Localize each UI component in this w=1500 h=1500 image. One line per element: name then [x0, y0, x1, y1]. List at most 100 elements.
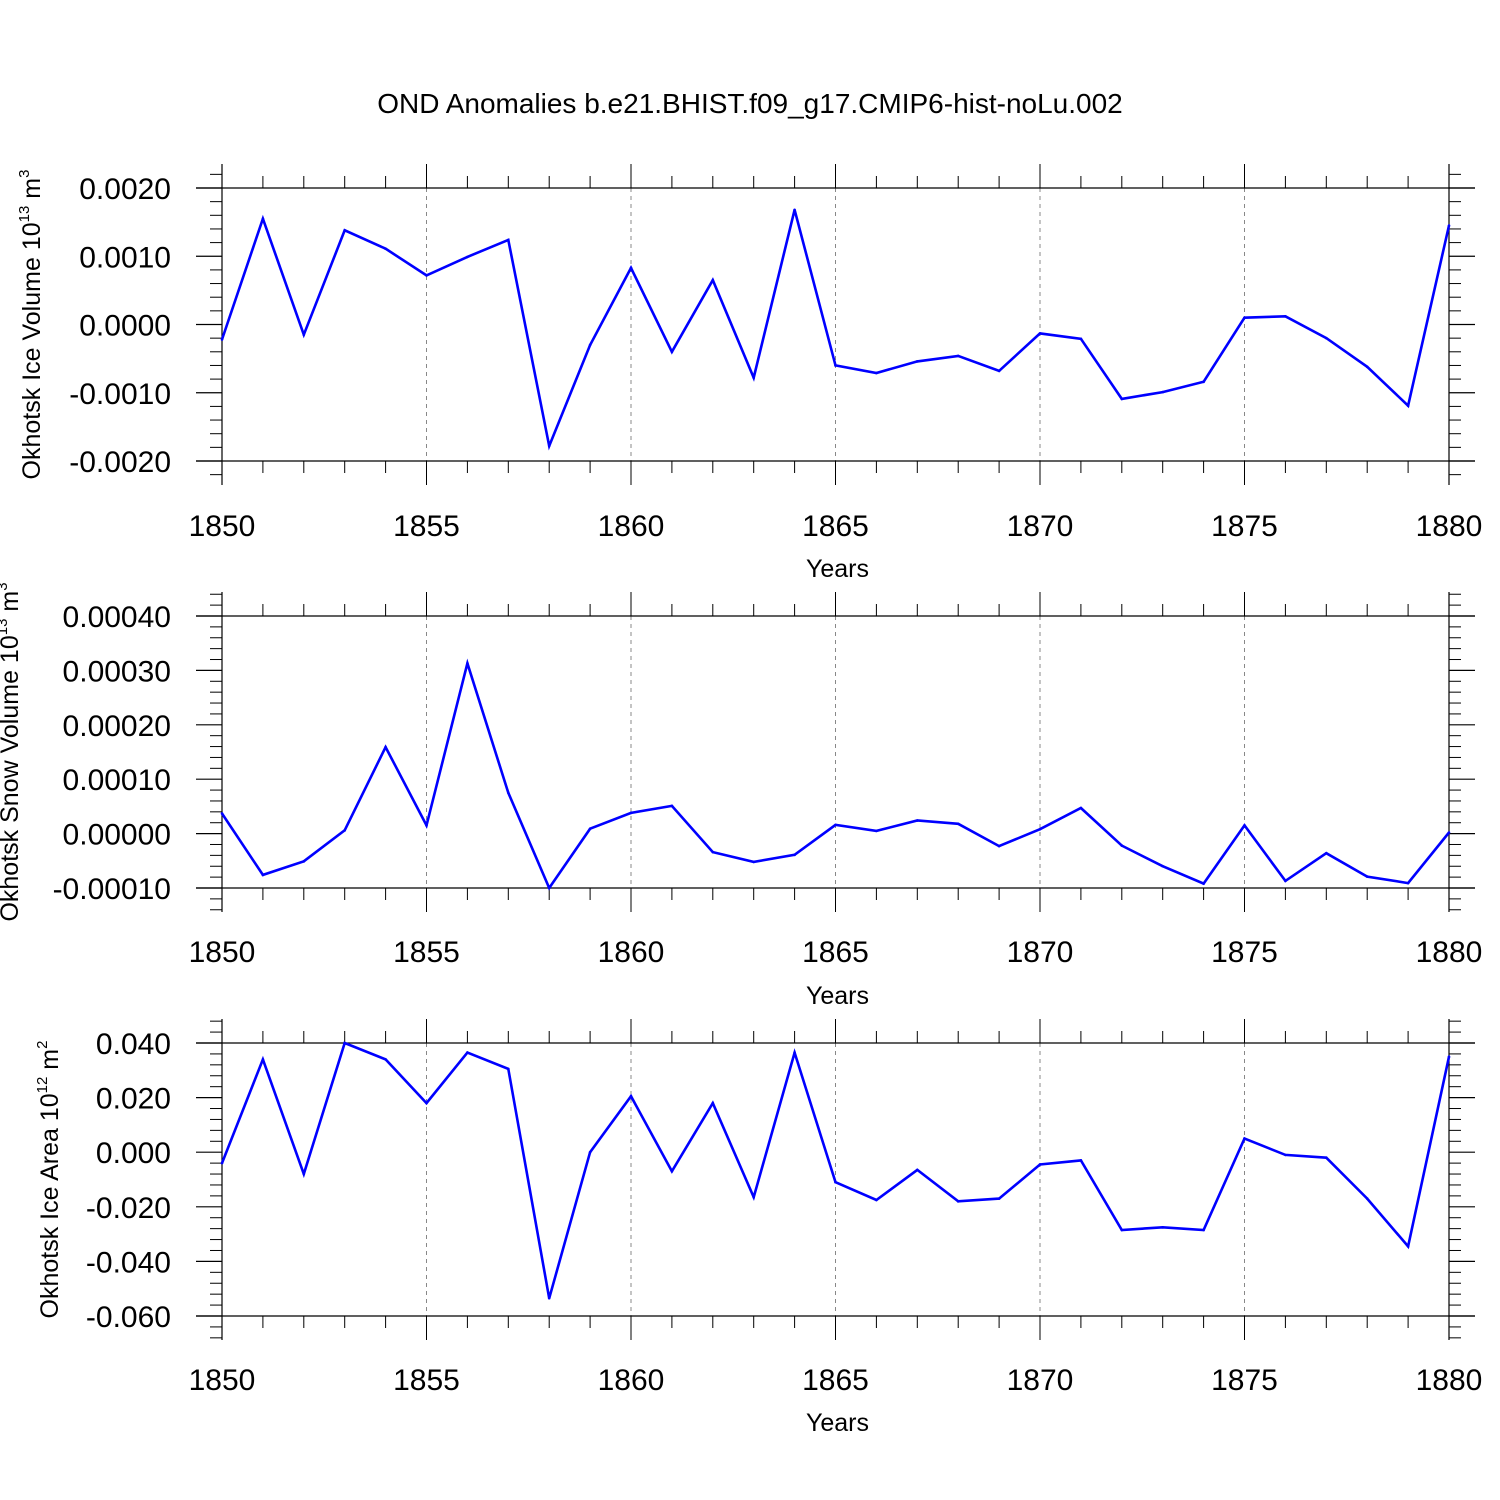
data-point [1120, 844, 1124, 847]
y-axis-title: Okhotsk Ice Volume 1013 m3 [16, 170, 46, 480]
y-tick-label: 0.00020 [63, 710, 171, 743]
data-point [997, 844, 1001, 848]
data-point [1406, 1245, 1410, 1248]
y-axis-title-text: Okhotsk Snow Volume 10 [0, 635, 24, 921]
data-point [425, 824, 428, 827]
data-point [1120, 1228, 1124, 1232]
data-point [425, 1101, 428, 1105]
data-point [670, 804, 674, 808]
data-point [588, 1150, 592, 1154]
x-tick-label: 1870 [1007, 936, 1074, 969]
data-point [1038, 1163, 1042, 1166]
data-point [834, 823, 837, 827]
data-point [1161, 864, 1164, 868]
data-point [1284, 1153, 1287, 1157]
y-tick-label: 0.0000 [79, 310, 171, 343]
data-point [916, 819, 919, 822]
data-point [916, 1168, 919, 1172]
x-tick-label: 1850 [189, 1364, 256, 1397]
data-point [1365, 875, 1369, 878]
data-point [875, 1198, 878, 1202]
y-tick-label: -0.0010 [69, 378, 171, 411]
data-point [1325, 1156, 1328, 1159]
x-tick-label: 1860 [598, 510, 665, 543]
data-point [711, 850, 715, 854]
data-point [1325, 851, 1328, 855]
data-point [916, 360, 919, 363]
x-tick-label: 1880 [1416, 510, 1483, 543]
data-point [629, 1094, 633, 1098]
data-point [466, 255, 469, 259]
y-axis-title-unit-exponent: 3 [16, 170, 33, 178]
data-point [588, 343, 592, 347]
x-tick-label: 1870 [1007, 1364, 1074, 1397]
y-axis-title: Okhotsk Ice Area 1012 m2 [34, 1041, 64, 1319]
data-point [1202, 882, 1205, 885]
data-point [629, 266, 633, 270]
data-point [261, 217, 265, 221]
data-point [834, 1180, 837, 1184]
y-tick-label: 0.00000 [63, 819, 171, 852]
data-point [1079, 806, 1083, 810]
x-tick-label: 1860 [598, 1364, 665, 1397]
data-point [547, 444, 551, 448]
data-point [956, 354, 960, 358]
y-axis-title-unit-exponent: 3 [0, 582, 11, 590]
data-point [302, 333, 306, 337]
data-point [1365, 365, 1369, 369]
data-point [343, 1041, 347, 1045]
y-axis-title-unit: m [36, 1049, 64, 1077]
data-point [956, 822, 960, 826]
y-axis-title-unit: m [18, 178, 46, 206]
data-point [1447, 1055, 1451, 1058]
y-tick-label: 0.000 [96, 1137, 171, 1170]
data-point [302, 1172, 306, 1176]
data-point [956, 1200, 960, 1203]
y-tick-label: -0.00010 [53, 873, 171, 906]
x-tick-label: 1865 [802, 936, 869, 969]
x-tick-label: 1865 [802, 1364, 869, 1397]
data-point [507, 791, 510, 795]
x-tick-label: 1880 [1416, 1364, 1483, 1397]
data-point [1325, 336, 1328, 340]
data-point [384, 247, 387, 251]
data-point [1406, 881, 1410, 885]
data-point [1406, 404, 1410, 408]
y-axis-title-exponent: 13 [16, 206, 33, 223]
data-point [384, 745, 387, 749]
data-point [220, 1161, 224, 1165]
y-tick-label: 0.00010 [63, 764, 171, 797]
data-point [1284, 879, 1287, 883]
data-point [1079, 1159, 1083, 1162]
data-point [220, 338, 224, 341]
y-axis-title-unit: m [0, 591, 24, 619]
data-point [1243, 824, 1246, 827]
data-point [793, 208, 796, 212]
data-point [547, 1296, 551, 1300]
data-point [466, 662, 469, 665]
x-tick-label: 1855 [393, 936, 460, 969]
data-point [752, 1195, 755, 1199]
y-axis-title: Okhotsk Snow Volume 1013 m3 [0, 582, 24, 921]
x-tick-label: 1855 [393, 510, 460, 543]
data-point [220, 812, 224, 815]
x-tick-label: 1850 [189, 510, 256, 543]
chart-panel-3: 0.040 0.020 0.000 -0.020 -0.040 -0.060 1850 185… [34, 1019, 1482, 1437]
chart-panel-2: 0.00040 0.00030 0.00020 0.00010 0.00000 -0.00… [0, 582, 1482, 1010]
data-point [875, 829, 878, 833]
data-point [1447, 224, 1451, 227]
data-point [997, 1197, 1001, 1200]
data-point [261, 1058, 265, 1061]
y-tick-label: -0.040 [86, 1246, 171, 1279]
data-point [752, 376, 755, 380]
data-point [261, 873, 265, 877]
x-tick-label: 1880 [1416, 936, 1483, 969]
data-point [1038, 827, 1042, 831]
y-axis-title-text: Okhotsk Ice Area 10 [36, 1093, 64, 1318]
y-tick-label: 0.00030 [63, 655, 171, 688]
data-point [384, 1058, 387, 1061]
data-point [425, 274, 428, 277]
data-point [793, 1051, 796, 1054]
y-tick-label: -0.060 [86, 1301, 171, 1334]
